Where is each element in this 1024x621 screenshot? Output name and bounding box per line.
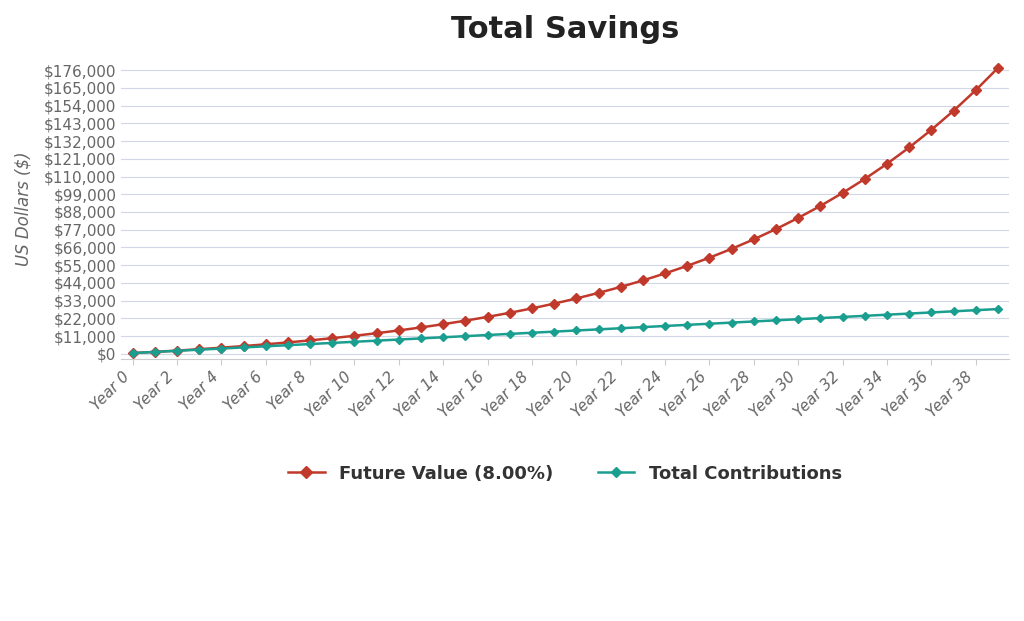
- Legend: Future Value (8.00%), Total Contributions: Future Value (8.00%), Total Contribution…: [282, 458, 849, 491]
- Total Contributions: [326, 339, 338, 347]
- Future Value (8.00%): [437, 320, 450, 328]
- Total Contributions: [947, 307, 959, 315]
- Title: Total Savings: Total Savings: [451, 15, 679, 44]
- Y-axis label: US Dollars ($): US Dollars ($): [15, 152, 33, 266]
- Total Contributions: [926, 309, 938, 316]
- Future Value (8.00%): [371, 330, 383, 337]
- Total Contributions: [459, 332, 471, 340]
- Future Value (8.00%): [881, 160, 893, 168]
- Total Contributions: [703, 320, 716, 327]
- Future Value (8.00%): [238, 342, 250, 350]
- Future Value (8.00%): [504, 309, 516, 317]
- Total Contributions: [348, 338, 360, 345]
- Total Contributions: [992, 306, 1005, 313]
- Total Contributions: [881, 311, 893, 319]
- Future Value (8.00%): [658, 270, 671, 277]
- Future Value (8.00%): [681, 262, 693, 270]
- Total Contributions: [504, 330, 516, 338]
- Total Contributions: [658, 322, 671, 330]
- Total Contributions: [148, 348, 161, 356]
- Future Value (8.00%): [725, 245, 737, 253]
- Total Contributions: [193, 346, 205, 353]
- Total Contributions: [903, 310, 915, 317]
- Total Contributions: [371, 337, 383, 345]
- Total Contributions: [126, 350, 138, 357]
- Total Contributions: [548, 328, 560, 335]
- Future Value (8.00%): [570, 295, 583, 302]
- Total Contributions: [415, 335, 427, 342]
- Total Contributions: [525, 329, 538, 337]
- Total Contributions: [215, 345, 227, 352]
- Future Value (8.00%): [614, 283, 627, 291]
- Future Value (8.00%): [703, 254, 716, 261]
- Future Value (8.00%): [947, 107, 959, 114]
- Total Contributions: [814, 314, 826, 322]
- Total Contributions: [837, 313, 849, 320]
- Future Value (8.00%): [215, 344, 227, 351]
- Total Contributions: [970, 306, 982, 314]
- Future Value (8.00%): [326, 335, 338, 342]
- Total Contributions: [437, 333, 450, 341]
- Line: Total Contributions: Total Contributions: [130, 306, 1000, 356]
- Future Value (8.00%): [481, 313, 494, 320]
- Line: Future Value (8.00%): Future Value (8.00%): [129, 65, 1001, 356]
- Total Contributions: [637, 324, 649, 331]
- Total Contributions: [793, 315, 805, 323]
- Total Contributions: [238, 343, 250, 351]
- Future Value (8.00%): [415, 324, 427, 331]
- Future Value (8.00%): [970, 86, 982, 94]
- Future Value (8.00%): [814, 202, 826, 210]
- Future Value (8.00%): [525, 305, 538, 312]
- Total Contributions: [725, 319, 737, 326]
- Future Value (8.00%): [304, 337, 316, 344]
- Total Contributions: [681, 321, 693, 329]
- Future Value (8.00%): [837, 189, 849, 197]
- Future Value (8.00%): [259, 340, 271, 348]
- Future Value (8.00%): [859, 175, 871, 183]
- Total Contributions: [282, 342, 294, 349]
- Future Value (8.00%): [770, 225, 782, 233]
- Future Value (8.00%): [748, 235, 760, 243]
- Future Value (8.00%): [926, 126, 938, 134]
- Total Contributions: [570, 327, 583, 334]
- Future Value (8.00%): [637, 277, 649, 284]
- Future Value (8.00%): [282, 338, 294, 346]
- Total Contributions: [171, 347, 183, 355]
- Future Value (8.00%): [348, 332, 360, 340]
- Future Value (8.00%): [193, 345, 205, 353]
- Future Value (8.00%): [171, 347, 183, 355]
- Future Value (8.00%): [392, 327, 404, 334]
- Future Value (8.00%): [793, 214, 805, 222]
- Total Contributions: [304, 340, 316, 348]
- Total Contributions: [748, 318, 760, 325]
- Total Contributions: [770, 317, 782, 324]
- Total Contributions: [481, 331, 494, 338]
- Total Contributions: [592, 325, 604, 333]
- Future Value (8.00%): [903, 143, 915, 151]
- Future Value (8.00%): [548, 300, 560, 307]
- Total Contributions: [614, 325, 627, 332]
- Future Value (8.00%): [992, 64, 1005, 71]
- Future Value (8.00%): [592, 289, 604, 297]
- Future Value (8.00%): [459, 317, 471, 324]
- Total Contributions: [859, 312, 871, 320]
- Total Contributions: [259, 343, 271, 350]
- Future Value (8.00%): [126, 350, 138, 357]
- Future Value (8.00%): [148, 348, 161, 356]
- Total Contributions: [392, 336, 404, 343]
